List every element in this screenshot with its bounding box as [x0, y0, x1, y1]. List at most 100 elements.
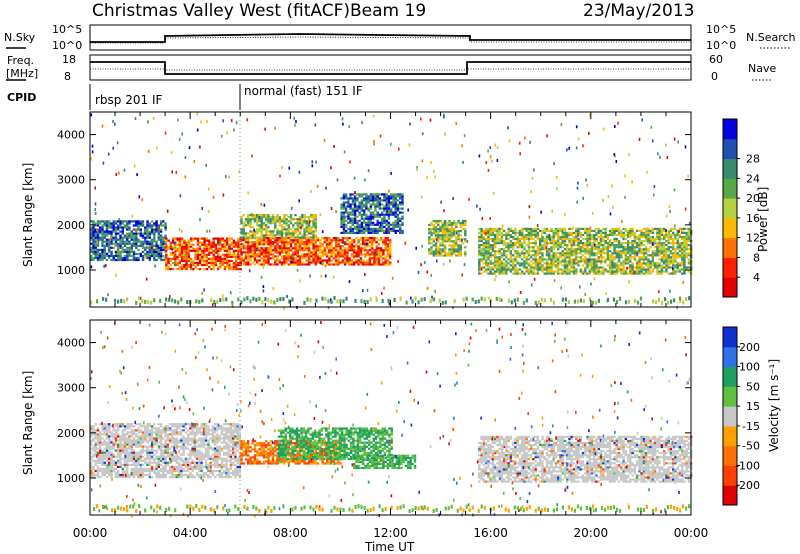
- near-range-cell: [267, 298, 270, 303]
- echo-cell: [543, 248, 546, 251]
- echo-cell: [611, 260, 614, 263]
- echo-cell: [296, 253, 299, 256]
- echo-cell: [617, 268, 621, 271]
- echo-cell: [221, 237, 224, 240]
- echo-cell: [303, 249, 306, 252]
- scatter-cell: [117, 247, 119, 250]
- echo-cell: [180, 255, 184, 258]
- echo-cell: [374, 203, 377, 206]
- echo-cell: [638, 237, 641, 241]
- colorbar-segment: [723, 119, 737, 140]
- echo-cell: [649, 264, 652, 267]
- echo-cell: [289, 220, 293, 223]
- echo-cell: [557, 246, 560, 249]
- echo-cell: [135, 236, 138, 239]
- echo-cell: [183, 255, 186, 258]
- echo-cell: [312, 222, 315, 225]
- echo-cell: [516, 252, 519, 255]
- echo-cell: [325, 253, 329, 256]
- echo-cell: [285, 249, 288, 252]
- velocity-heatmap: [90, 320, 693, 518]
- echo-cell: [389, 261, 392, 264]
- echo-cell: [595, 262, 598, 265]
- scatter-cell: [455, 231, 458, 235]
- echo-cell: [638, 272, 641, 275]
- echo-cell: [552, 246, 555, 249]
- echo-cell: [384, 247, 387, 250]
- echo-cell: [212, 253, 215, 256]
- echo-cell: [557, 227, 560, 230]
- scatter-cell: [533, 266, 535, 270]
- echo-cell: [349, 225, 352, 228]
- echo-cell: [590, 242, 594, 245]
- echo-cell: [579, 235, 582, 239]
- echo-cell: [493, 227, 497, 230]
- scatter-cell: [463, 263, 466, 267]
- echo-cell: [604, 242, 607, 245]
- echo-cell: [235, 263, 238, 267]
- echo-cell: [629, 252, 632, 255]
- echo-cell: [478, 272, 481, 275]
- echo-cell: [249, 263, 252, 266]
- echo-cell: [126, 240, 129, 243]
- echo-cell: [685, 240, 688, 243]
- echo-cell: [570, 260, 573, 263]
- echo-cell: [367, 207, 370, 210]
- echo-cell: [150, 220, 154, 223]
- echo-cell: [633, 235, 637, 239]
- echo-cell: [174, 245, 177, 248]
- echo-cell: [101, 252, 104, 255]
- echo-cell: [448, 230, 451, 233]
- echo-cell: [332, 263, 336, 266]
- echo-cell: [464, 221, 467, 225]
- echo-cell: [126, 252, 129, 255]
- echo-cell: [262, 214, 266, 217]
- echo-cell: [117, 244, 120, 247]
- echo-cell: [491, 262, 495, 265]
- echo-cell: [185, 261, 188, 265]
- echo-cell: [586, 260, 589, 263]
- echo-cell: [375, 237, 378, 240]
- echo-cell: [399, 211, 402, 214]
- near-range-cell: [333, 296, 336, 300]
- echo-cell: [523, 237, 526, 241]
- echo-cell: [543, 227, 546, 230]
- echo-cell: [532, 250, 535, 253]
- echo-cell: [543, 237, 546, 241]
- echo-cell: [119, 246, 122, 249]
- echo-cell: [394, 201, 397, 204]
- scatter-cell: [181, 229, 183, 233]
- echo-cell: [386, 261, 390, 264]
- echo-cell: [392, 229, 395, 232]
- echo-cell: [342, 197, 346, 200]
- echo-cell: [633, 246, 637, 249]
- scatter-cell: [200, 120, 202, 124]
- echo-cell: [196, 249, 200, 252]
- echo-cell: [167, 239, 170, 242]
- echo-cell: [493, 237, 497, 241]
- echo-cell: [450, 248, 453, 251]
- echo-cell: [339, 253, 342, 256]
- echo-cell: [92, 429, 95, 432]
- echo-cell: [384, 261, 387, 264]
- echo-cell: [672, 262, 675, 265]
- echo-cell: [554, 244, 558, 247]
- echo-cell: [633, 237, 637, 241]
- echo-cell: [541, 229, 544, 232]
- near-range-cell: [606, 297, 610, 302]
- echo-cell: [615, 240, 618, 243]
- echo-cell: [617, 270, 621, 273]
- echo-cell: [205, 253, 209, 256]
- echo-cell: [432, 230, 435, 233]
- echo-cell: [584, 258, 587, 261]
- echo-cell: [294, 249, 297, 252]
- echo-cell: [130, 242, 133, 245]
- echo-cell: [530, 260, 533, 263]
- echo-cell: [294, 257, 297, 260]
- echo-cell: [316, 261, 320, 264]
- echo-cell: [285, 222, 288, 225]
- echo-cell: [349, 217, 352, 220]
- echo-cell: [676, 237, 679, 241]
- echo-cell: [599, 237, 603, 241]
- near-range-cell: [174, 299, 177, 304]
